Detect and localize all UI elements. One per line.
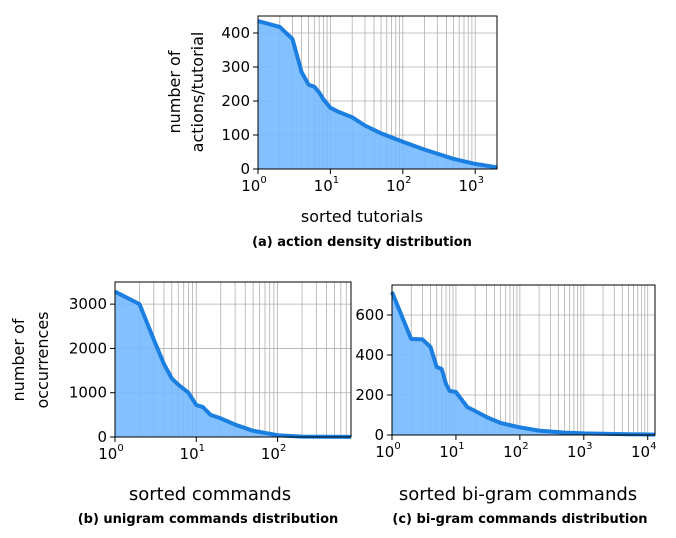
distribution-area bbox=[392, 292, 655, 435]
y-tick-label: 200 bbox=[221, 92, 250, 110]
distribution-line bbox=[257, 19, 498, 170]
y-tick-labels: 0 1000 2000 3000 bbox=[69, 295, 115, 446]
y-tick-labels: 0 100 200 300 400 bbox=[221, 24, 258, 178]
x-tick-label: 100 bbox=[98, 443, 123, 463]
caption: (b) unigram commands distribution bbox=[78, 512, 339, 527]
caption: (a) action density distribution bbox=[252, 235, 472, 250]
y-axis-label-line1: number of bbox=[165, 50, 184, 133]
distribution-line bbox=[390, 291, 656, 437]
y-tick-label: 400 bbox=[221, 24, 250, 42]
distribution-area bbox=[115, 291, 351, 437]
y-tick-label: 2000 bbox=[69, 339, 107, 357]
y-tick-label: 100 bbox=[221, 126, 250, 144]
x-tick-label: 101 bbox=[180, 443, 205, 463]
y-tick-label: 0 bbox=[240, 160, 250, 178]
plot-frame bbox=[257, 15, 498, 170]
x-tick-label: 103 bbox=[567, 441, 592, 461]
y-tick-label: 200 bbox=[355, 386, 384, 404]
x-tick-label: 101 bbox=[439, 441, 464, 461]
y-axis-label-line1: number of bbox=[9, 318, 28, 401]
x-tick-label: 104 bbox=[631, 441, 656, 461]
plot-frame bbox=[114, 281, 352, 438]
x-tick-label: 103 bbox=[458, 175, 483, 195]
x-tick-labels: 100 101 102 103 104 bbox=[375, 435, 656, 461]
chart-panel-c: 100 101 102 103 104 0 200 400 600 sorted bi-gra… bbox=[355, 284, 656, 527]
chart-panel-b: 100 101 102 0 1000 2000 3000 number of occurr… bbox=[9, 281, 352, 527]
x-tick-labels: 100 101 102 103 bbox=[241, 169, 484, 195]
x-tick-label: 102 bbox=[386, 175, 411, 195]
x-tick-label: 100 bbox=[241, 175, 266, 195]
plot-frame bbox=[391, 284, 656, 436]
x-tick-label: 100 bbox=[375, 441, 400, 461]
y-tick-label: 0 bbox=[374, 426, 384, 444]
y-tick-label: 3000 bbox=[69, 295, 107, 313]
caption: (c) bi-gram commands distribution bbox=[392, 512, 647, 527]
y-tick-label: 0 bbox=[97, 428, 107, 446]
y-tick-label: 300 bbox=[221, 58, 250, 76]
y-tick-label: 600 bbox=[355, 306, 384, 324]
x-tick-label: 101 bbox=[314, 175, 339, 195]
x-axis-label: sorted tutorials bbox=[301, 207, 423, 226]
y-tick-label: 400 bbox=[355, 346, 384, 364]
y-axis-label-line2: occurrences bbox=[33, 311, 52, 408]
x-tick-label: 102 bbox=[503, 441, 528, 461]
distribution-area bbox=[258, 21, 497, 169]
y-tick-labels: 0 200 400 600 bbox=[355, 306, 392, 444]
distribution-line bbox=[114, 289, 352, 439]
y-tick-label: 1000 bbox=[69, 384, 107, 402]
y-axis-label-line2: actions/tutorial bbox=[188, 32, 207, 153]
x-axis-label: sorted bi-gram commands bbox=[399, 484, 637, 505]
x-tick-label: 102 bbox=[261, 443, 286, 463]
x-axis-label: sorted commands bbox=[129, 484, 291, 505]
x-tick-labels: 100 101 102 bbox=[98, 437, 286, 463]
